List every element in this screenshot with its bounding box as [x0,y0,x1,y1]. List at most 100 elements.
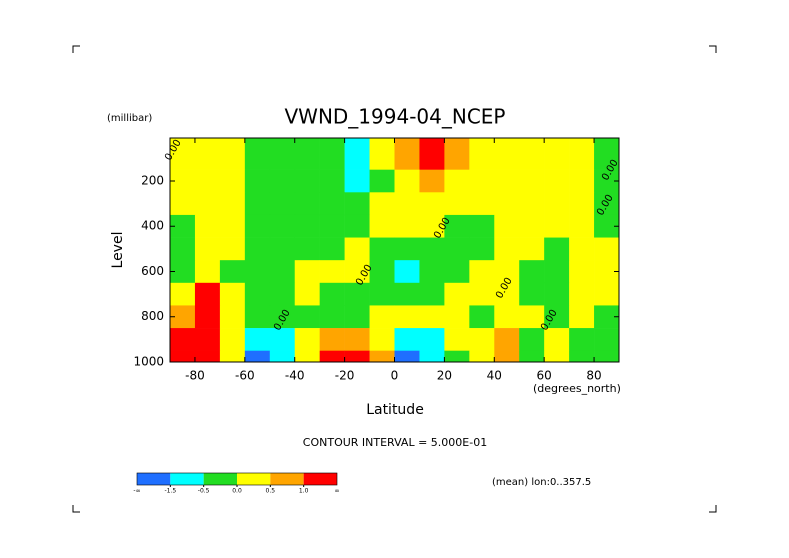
contour-cell [219,328,246,351]
contour-cell [469,328,495,351]
contour-cell [419,305,445,329]
x-tick-label: 0 [391,369,399,383]
contour-cell [469,282,495,306]
chart-title: VWND_1994-04_NCEP [284,105,505,129]
contour-cell [394,305,420,329]
contour-cell [444,192,470,216]
contour-cell [519,138,545,170]
contour-cell [369,138,395,170]
colorbar-swatch [203,473,237,485]
contour-cell [519,214,545,238]
contour-cell [494,138,520,170]
contour-cell [319,169,345,193]
contour-cell [244,192,271,216]
note: (mean) lon:0..357.5 [492,477,591,488]
contour-cell [294,214,320,238]
contour-cell [594,169,620,193]
contour-cell [294,192,320,216]
contour-cell [519,350,545,363]
x-units: (degrees_north) [533,382,621,395]
contour-cell [170,237,196,261]
y-tick-label: 600 [141,264,164,278]
contour-cell [469,237,495,261]
x-tick-label: -60 [235,369,255,383]
contour-cell [544,305,570,329]
colorbar-label: -0.5 [198,488,210,495]
contour-cell [269,192,296,216]
contour-cell [419,169,445,193]
contour-cell [594,214,620,238]
contour-cell [319,192,345,216]
contour-cell [419,260,445,284]
contour-cell [170,350,196,363]
contour-cell [494,350,520,363]
colorbar-label: 0.0 [232,488,242,495]
contour-cell [344,237,370,261]
contour-cell [344,260,370,284]
contour-cell [544,328,570,351]
contour-cell [294,169,320,193]
contour-cell [194,282,221,306]
contour-cell [219,169,246,193]
contour-interval: CONTOUR INTERVAL = 5.000E-01 [303,436,487,449]
contour-cell [594,138,620,170]
contour-field [170,138,620,363]
colorbar-swatch [237,473,271,485]
contour-cell [194,305,221,329]
contour-cell [269,214,296,238]
contour-cell [344,305,370,329]
x-axis-label: Latitude [366,402,424,418]
contour-cell [244,350,271,363]
contour-cell [594,282,620,306]
contour-cell [269,328,296,351]
contour-cell [569,138,595,170]
contour-cell [319,305,345,329]
contour-cell [219,305,246,329]
contour-cell [219,260,246,284]
contour-cell [519,282,545,306]
contour-cell [494,214,520,238]
contour-cell [469,169,495,193]
contour-cell [569,214,595,238]
contour-cell [319,138,345,170]
contour-cell [319,237,345,261]
contour-cell [319,260,345,284]
contour-cell [594,237,620,261]
contour-cell [344,350,370,363]
contour-cell [194,350,221,363]
contour-cell [194,328,221,351]
x-tick-label: -20 [335,369,355,383]
contour-cell [444,282,470,306]
contour-cell [444,138,470,170]
contour-cell [394,350,420,363]
y-tick-label: 800 [141,309,164,323]
x-tick-label: 20 [437,369,452,383]
contour-cell [444,169,470,193]
contour-cell [394,328,420,351]
contour-cell [494,305,520,329]
contour-cell [294,305,320,329]
contour-cell [369,328,395,351]
contour-cell [469,350,495,363]
contour-cell [344,214,370,238]
contour-cell [419,192,445,216]
contour-cell [544,237,570,261]
contour-cell [269,237,296,261]
contour-cell [444,260,470,284]
contour-cell [494,282,520,306]
contour-cell [219,192,246,216]
contour-cell [219,282,246,306]
colorbar-swatch [270,473,304,485]
contour-cell [369,305,395,329]
contour-cell [519,237,545,261]
contour-cell [170,214,196,238]
contour-cell [494,328,520,351]
contour-cell [544,282,570,306]
contour-cell [319,282,345,306]
contour-cell [569,169,595,193]
y-axis-label: Level [110,232,126,269]
contour-cell [444,328,470,351]
contour-cell [569,328,595,351]
contour-cell [344,169,370,193]
